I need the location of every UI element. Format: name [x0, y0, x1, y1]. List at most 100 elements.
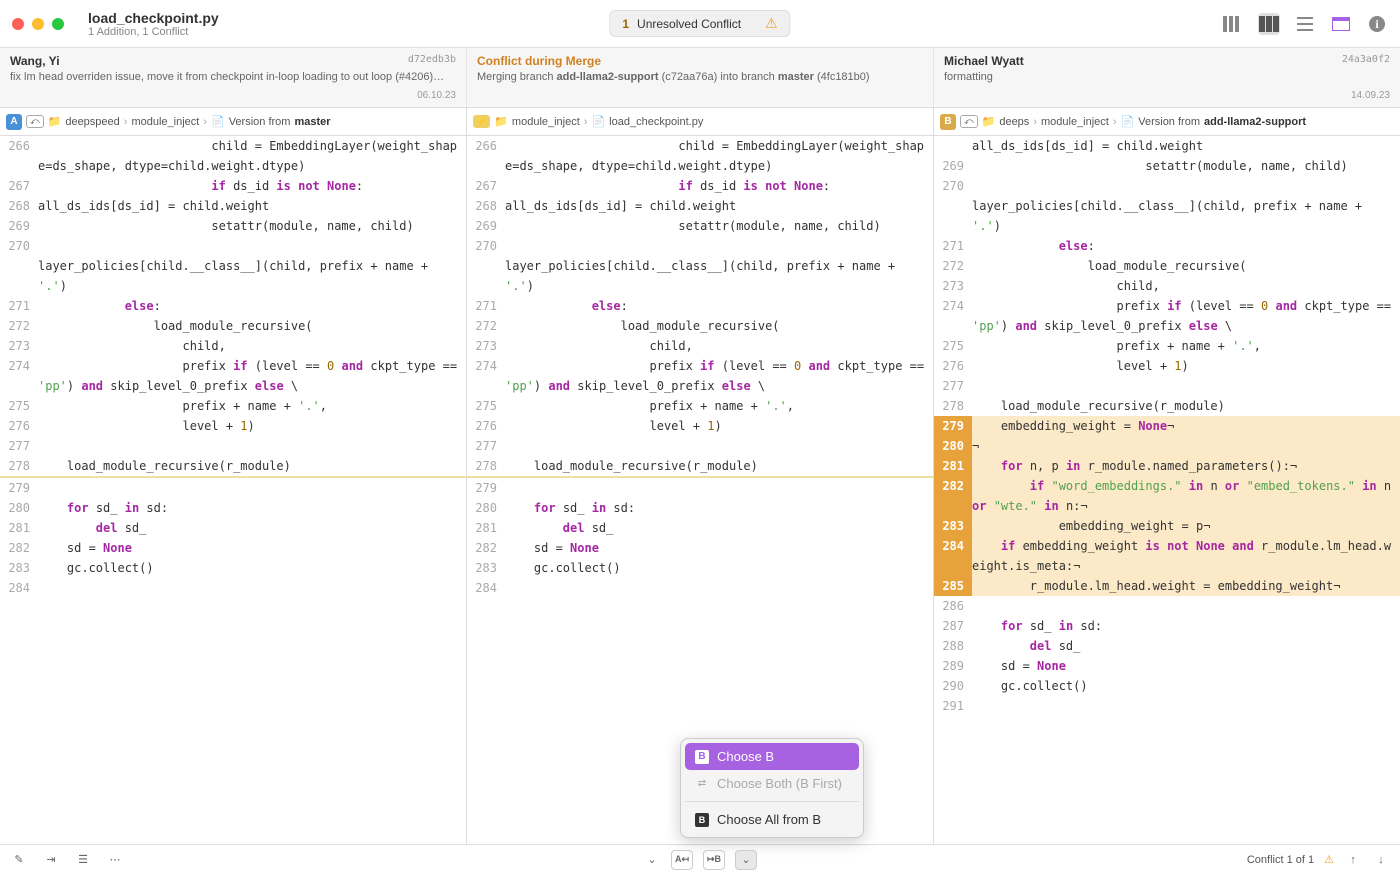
code-line[interactable]: 274 prefix if (level == 0 and ckpt_type …	[0, 356, 466, 396]
choose-b-item[interactable]: B Choose B	[685, 743, 859, 770]
code-line[interactable]: 266 child = EmbeddingLayer(weight_shape=…	[0, 136, 466, 176]
code-line[interactable]: 279	[467, 478, 933, 498]
window-icon[interactable]	[1330, 13, 1352, 35]
code-line[interactable]: 288 del sd_	[934, 636, 1400, 656]
code-line[interactable]: 272 load_module_recursive(	[467, 316, 933, 336]
code-line[interactable]: layer_policies[child.__class__](child, p…	[467, 256, 933, 296]
back-icon[interactable]: ⤺	[960, 115, 978, 128]
chevron-down-icon[interactable]: ⌄	[643, 851, 661, 869]
code-line[interactable]: 275 prefix + name + '.',	[934, 336, 1400, 356]
code-line[interactable]: 271 else:	[0, 296, 466, 316]
code-line[interactable]: 274 prefix if (level == 0 and ckpt_type …	[467, 356, 933, 396]
code-line[interactable]: 280 for sd_ in sd:	[467, 498, 933, 518]
code-line[interactable]: 277	[934, 376, 1400, 396]
code-line[interactable]: 282 sd = None	[0, 538, 466, 558]
list-view-icon[interactable]	[1294, 13, 1316, 35]
code-line[interactable]: 273 child,	[0, 336, 466, 356]
code-line[interactable]: 269 setattr(module, name, child)	[467, 216, 933, 236]
code-line[interactable]: 282 sd = None	[467, 538, 933, 558]
code-line[interactable]: 275 prefix + name + '.',	[0, 396, 466, 416]
code-line[interactable]: 269 setattr(module, name, child)	[0, 216, 466, 236]
info-icon[interactable]: i	[1366, 13, 1388, 35]
code-line[interactable]: 270	[0, 236, 466, 256]
code-line[interactable]: 278 load_module_recursive(r_module)	[467, 456, 933, 478]
whitespace-icon[interactable]: ⋯	[106, 851, 124, 869]
choose-all-b-item[interactable]: B Choose All from B	[685, 806, 859, 833]
code-line[interactable]: 270	[467, 236, 933, 256]
code-line[interactable]: 270	[934, 176, 1400, 196]
code-line[interactable]: 289 sd = None	[934, 656, 1400, 676]
take-b-icon[interactable]: ↦B	[703, 850, 725, 870]
prev-conflict-icon[interactable]: ↑	[1344, 851, 1362, 869]
code-text: all_ds_ids[ds_id] = child.weight	[972, 136, 1400, 156]
code-line[interactable]: all_ds_ids[ds_id] = child.weight	[934, 136, 1400, 156]
code-line[interactable]: 271 else:	[934, 236, 1400, 256]
code-line[interactable]: 275 prefix + name + '.',	[467, 396, 933, 416]
code-line[interactable]: 273 child,	[467, 336, 933, 356]
layout-3way-icon[interactable]	[1258, 13, 1280, 35]
code-line[interactable]: layer_policies[child.__class__](child, p…	[934, 196, 1400, 236]
code-line[interactable]: 284	[0, 578, 466, 598]
code-line[interactable]: 271 else:	[467, 296, 933, 316]
breadcrumb-right[interactable]: B ⤺ 📁 deeps › module_inject › 📄 Version …	[934, 108, 1400, 135]
code-line[interactable]: layer_policies[child.__class__](child, p…	[0, 256, 466, 296]
code-line[interactable]: 268all_ds_ids[ds_id] = child.weight	[0, 196, 466, 216]
code-line[interactable]: 291	[934, 696, 1400, 716]
code-line[interactable]: 272 load_module_recursive(	[934, 256, 1400, 276]
code-line[interactable]: 269 setattr(module, name, child)	[934, 156, 1400, 176]
breadcrumb-left[interactable]: A ⤺ 📁 deepspeed › module_inject › 📄 Vers…	[0, 108, 467, 135]
code-line[interactable]: 279 embedding_weight = None¬	[934, 416, 1400, 436]
conflict-indicator[interactable]: 1 Unresolved Conflict ⚠︎	[609, 10, 790, 37]
code-line[interactable]: 276 level + 1)	[467, 416, 933, 436]
back-icon[interactable]: ⤺	[26, 115, 44, 128]
code-pane-left[interactable]: 266 child = EmbeddingLayer(weight_shape=…	[0, 136, 467, 844]
take-a-icon[interactable]: A↤	[671, 850, 693, 870]
code-line[interactable]: 285 r_module.lm_head.weight = embedding_…	[934, 576, 1400, 596]
indent-icon[interactable]: ⇥	[42, 851, 60, 869]
breadcrumb-mid[interactable]: ⚡ 📁 module_inject › 📄 load_checkpoint.py	[467, 108, 934, 135]
code-line[interactable]: 280¬	[934, 436, 1400, 456]
code-line[interactable]: 276 level + 1)	[0, 416, 466, 436]
code-line[interactable]: 268all_ds_ids[ds_id] = child.weight	[467, 196, 933, 216]
code-line[interactable]: 278 load_module_recursive(r_module)	[0, 456, 466, 478]
code-line[interactable]: 287 for sd_ in sd:	[934, 616, 1400, 636]
line-number: 274	[467, 356, 505, 396]
code-text: embedding_weight = None¬	[972, 416, 1400, 436]
code-line[interactable]: 281 for n, p in r_module.named_parameter…	[934, 456, 1400, 476]
code-line[interactable]: 267 if ds_id is not None:	[0, 176, 466, 196]
chevron-down-boxed-icon[interactable]: ⌄	[735, 850, 757, 870]
code-line[interactable]: 266 child = EmbeddingLayer(weight_shape=…	[467, 136, 933, 176]
commit-mid: Conflict during Merge Merging branch add…	[467, 48, 934, 107]
code-line[interactable]: 280 for sd_ in sd:	[0, 498, 466, 518]
code-text: setattr(module, name, child)	[972, 156, 1400, 176]
line-number: 275	[467, 396, 505, 416]
code-line[interactable]: 290 gc.collect()	[934, 676, 1400, 696]
code-line[interactable]: 281 del sd_	[467, 518, 933, 538]
close-window-button[interactable]	[12, 18, 24, 30]
code-line[interactable]: 278 load_module_recursive(r_module)	[934, 396, 1400, 416]
code-line[interactable]: 277	[0, 436, 466, 456]
code-line[interactable]: 272 load_module_recursive(	[0, 316, 466, 336]
pen-icon[interactable]: ✎	[10, 851, 28, 869]
code-line[interactable]: 286	[934, 596, 1400, 616]
code-line[interactable]: 279	[0, 478, 466, 498]
code-line[interactable]: 283 embedding_weight = p¬	[934, 516, 1400, 536]
next-conflict-icon[interactable]: ↓	[1372, 851, 1390, 869]
code-line[interactable]: 267 if ds_id is not None:	[467, 176, 933, 196]
code-line[interactable]: 282 if "word_embeddings." in n or "embed…	[934, 476, 1400, 516]
code-line[interactable]: 274 prefix if (level == 0 and ckpt_type …	[934, 296, 1400, 336]
code-line[interactable]: 284 if embedding_weight is not None and …	[934, 536, 1400, 576]
minimize-window-button[interactable]	[32, 18, 44, 30]
code-line[interactable]: 281 del sd_	[0, 518, 466, 538]
list-num-icon[interactable]: ☰	[74, 851, 92, 869]
code-line[interactable]: 283 gc.collect()	[467, 558, 933, 578]
code-line[interactable]: 283 gc.collect()	[0, 558, 466, 578]
maximize-window-button[interactable]	[52, 18, 64, 30]
code-line[interactable]: 276 level + 1)	[934, 356, 1400, 376]
code-line[interactable]: 284	[467, 578, 933, 598]
code-line[interactable]: 277	[467, 436, 933, 456]
code-line[interactable]: 273 child,	[934, 276, 1400, 296]
layout-columns-icon[interactable]	[1222, 13, 1244, 35]
code-pane-right[interactable]: all_ds_ids[ds_id] = child.weight269 seta…	[934, 136, 1400, 844]
choose-both-item[interactable]: ⇄ Choose Both (B First)	[685, 770, 859, 797]
